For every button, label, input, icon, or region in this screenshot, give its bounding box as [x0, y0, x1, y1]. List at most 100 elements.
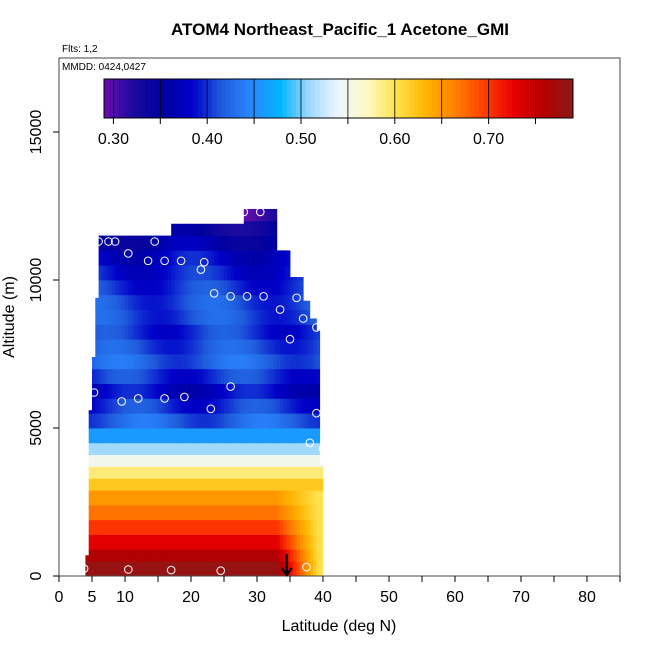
heatmap-cell [144, 413, 149, 429]
heatmap-cell [309, 478, 314, 491]
heatmap-cell [250, 398, 255, 414]
colorbar-segment [230, 79, 236, 118]
heatmap-cell [171, 235, 175, 251]
heatmap-cell [184, 549, 189, 562]
heatmap-cell [98, 413, 103, 429]
heatmap-cell [286, 549, 291, 562]
heatmap-cell [240, 309, 245, 325]
heatmap-cell [224, 519, 228, 535]
heatmap-cell [105, 398, 109, 414]
heatmap-cell [105, 309, 109, 325]
heatmap-cell [184, 534, 189, 550]
heatmap-cell [286, 534, 291, 550]
heatmap-cell [230, 250, 235, 266]
heatmap-cell [181, 413, 185, 429]
heatmap-cell [253, 265, 258, 281]
heatmap-cell [158, 490, 162, 506]
heatmap-cell [164, 383, 169, 399]
heatmap-cell [118, 354, 123, 370]
heatmap-cell [293, 339, 297, 355]
heatmap-cell [217, 235, 222, 251]
heatmap-cell [174, 478, 179, 491]
heatmap-cell [167, 454, 172, 467]
heatmap-cell [184, 504, 189, 521]
heatmap-cell [141, 265, 146, 281]
heatmap-cell [144, 398, 149, 414]
heatmap-cell [171, 478, 175, 491]
heatmap-cell [214, 466, 218, 479]
heatmap-cell [141, 398, 146, 414]
heatmap-cell [197, 309, 202, 325]
heatmap-cell [220, 280, 225, 296]
heatmap-cell [158, 398, 162, 414]
heatmap-cell [207, 339, 212, 355]
heatmap-cell [243, 519, 248, 535]
heatmap-cell [237, 383, 241, 399]
heatmap-cell [191, 519, 195, 535]
heatmap-cell [101, 235, 106, 251]
heatmap-cell [316, 330, 321, 340]
heatmap-cell [164, 442, 169, 456]
heatmap-cell [247, 235, 251, 251]
heatmap-cell [309, 413, 314, 429]
heatmap-cell [266, 490, 271, 506]
heatmap-cell [151, 504, 156, 521]
heatmap-cell [92, 466, 96, 479]
heatmap-cell [263, 265, 268, 281]
heatmap-cell [293, 466, 297, 479]
heatmap-cell [174, 265, 179, 281]
heatmap-cell [171, 398, 175, 414]
heatmap-cell [309, 534, 314, 550]
heatmap-cell [270, 454, 274, 467]
heatmap-cell [184, 442, 189, 456]
heatmap-cell [138, 490, 142, 506]
heatmap-cell [151, 549, 156, 562]
colorbar-segment [404, 79, 410, 118]
heatmap-cell [207, 265, 212, 281]
heatmap-cell [263, 478, 268, 491]
heatmap-cell [217, 428, 222, 444]
heatmap-cell [290, 413, 294, 429]
heatmap-cell [224, 309, 228, 325]
heatmap-cell [98, 265, 103, 281]
heatmap-cell [299, 354, 304, 370]
heatmap-cell [141, 280, 146, 296]
heatmap-cell [257, 561, 261, 577]
heatmap-cell [134, 398, 139, 414]
heatmap-cell [164, 294, 169, 310]
heatmap-cell [290, 519, 294, 535]
heatmap-cell [290, 324, 294, 340]
heatmap-cell [191, 280, 195, 296]
heatmap-cell [257, 250, 261, 266]
heatmap-cell [266, 454, 271, 467]
heatmap-cell [161, 534, 165, 550]
heatmap-cell [273, 208, 278, 222]
heatmap-cell [293, 383, 297, 399]
heatmap-cell [233, 294, 238, 310]
heatmap-cell [299, 309, 304, 325]
colorbar-segment [343, 79, 349, 118]
heatmap-cell [313, 324, 317, 340]
heatmap-cell [306, 413, 311, 429]
heatmap-cell [161, 478, 165, 491]
heatmap-cell [101, 519, 106, 535]
heatmap-cell [108, 442, 113, 456]
heatmap-cell [280, 442, 284, 456]
heatmap-cell [154, 398, 159, 414]
heatmap-cell [309, 454, 314, 467]
heatmap-cell [303, 519, 307, 535]
heatmap-cell [283, 561, 288, 577]
heatmap-cell [263, 428, 268, 444]
heatmap-cell [257, 383, 261, 399]
heatmap-cell [270, 235, 274, 251]
heatmap-cell [105, 561, 109, 577]
heatmap-cell [121, 368, 126, 384]
heatmap-cell [237, 413, 241, 429]
heatmap-cell [220, 504, 225, 521]
heatmap-cell [118, 250, 123, 266]
heatmap-cell [210, 504, 215, 521]
heatmap-cell [164, 413, 169, 429]
heatmap-cell [151, 442, 156, 456]
heatmap-cell [144, 490, 149, 506]
heatmap-cell [286, 519, 291, 535]
